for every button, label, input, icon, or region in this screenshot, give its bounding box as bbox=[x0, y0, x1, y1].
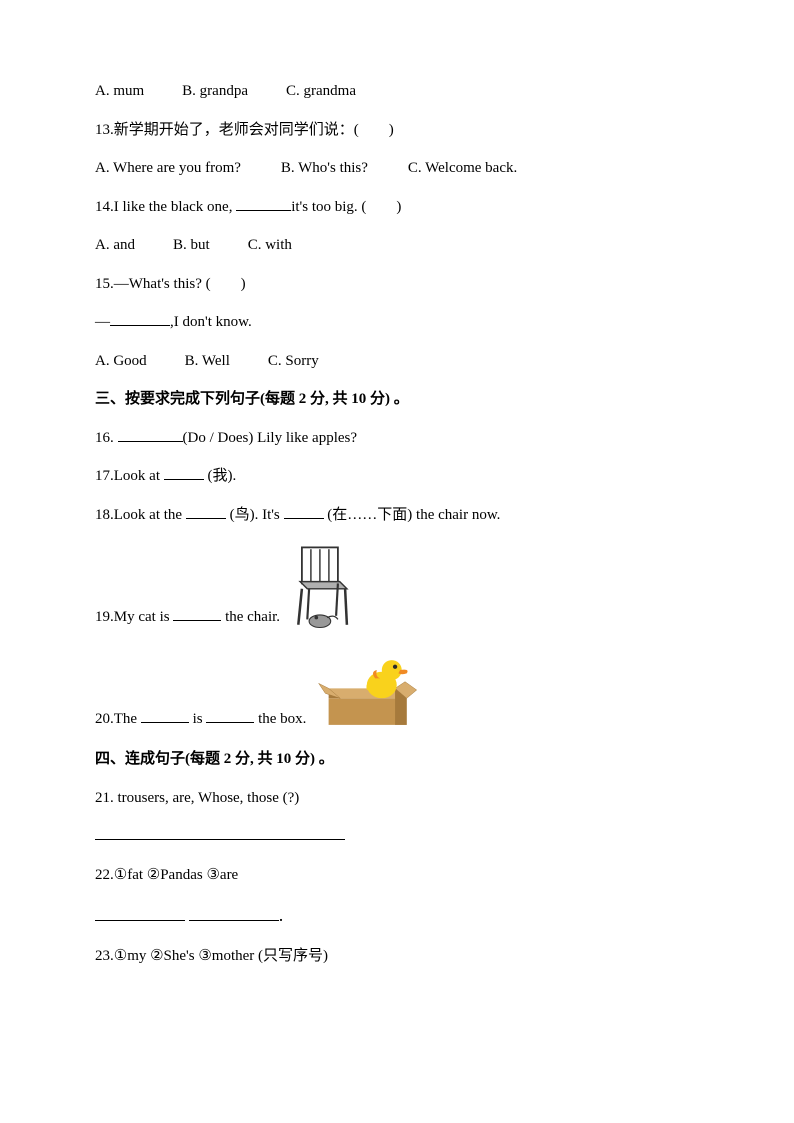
q22-blank-1[interactable] bbox=[95, 907, 185, 922]
q19-line: 19.My cat is the chair. bbox=[95, 542, 699, 632]
q19-blank[interactable] bbox=[173, 606, 221, 621]
q20-mid: is bbox=[189, 711, 207, 727]
q15-opt-a: A. Good bbox=[95, 350, 147, 373]
q22-answer: . bbox=[95, 902, 699, 929]
q14-stem: 14.I like the black one, it's too big. (… bbox=[95, 196, 699, 219]
q14-pre: 14.I like the black one, bbox=[95, 199, 236, 215]
q21: 21. trousers, are, Whose, those (?) bbox=[95, 787, 699, 810]
q14-opt-a: A. and bbox=[95, 234, 135, 257]
q15-answer-line: — ,I don't know. bbox=[95, 311, 699, 334]
q15-opt-b: B. Well bbox=[185, 350, 230, 373]
q20-blank-1[interactable] bbox=[141, 708, 189, 723]
q19-text: 19.My cat is the chair. bbox=[95, 606, 280, 633]
q14-blank[interactable] bbox=[236, 196, 291, 211]
q16: 16. (Do / Does) Lily like apples? bbox=[95, 427, 699, 450]
chair-icon bbox=[286, 542, 361, 632]
q21-answer bbox=[95, 825, 699, 848]
q13-options: A. Where are you from? B. Who's this? C.… bbox=[95, 157, 699, 180]
q16-blank[interactable] bbox=[118, 427, 183, 442]
duck-in-box-icon bbox=[312, 646, 420, 734]
q17-blank[interactable] bbox=[164, 466, 204, 481]
q19-post: the chair. bbox=[221, 609, 280, 625]
q14-post: it's too big. ( ) bbox=[291, 199, 401, 215]
q18-post: (在……下面) the chair now. bbox=[324, 507, 501, 523]
q20-pre: 20.The bbox=[95, 711, 141, 727]
q17: 17.Look at (我). bbox=[95, 465, 699, 488]
q17-pre: 17.Look at bbox=[95, 468, 164, 484]
q14-opt-c: C. with bbox=[248, 234, 292, 257]
q14-opt-b: B. but bbox=[173, 234, 210, 257]
q20-blank-2[interactable] bbox=[206, 708, 254, 723]
q15-dash: — bbox=[95, 314, 110, 330]
q16-pre: 16. bbox=[95, 430, 118, 446]
q14-options: A. and B. but C. with bbox=[95, 234, 699, 257]
q22-blank-2[interactable] bbox=[189, 907, 279, 922]
q12-options: A. mum B. grandpa C. grandma bbox=[95, 80, 699, 103]
q15-blank[interactable] bbox=[110, 312, 170, 327]
q20-post: the box. bbox=[254, 711, 306, 727]
q16-post: (Do / Does) Lily like apples? bbox=[183, 430, 358, 446]
q19-pre: 19.My cat is bbox=[95, 609, 173, 625]
q18: 18.Look at the (鸟). It's (在……下面) the cha… bbox=[95, 504, 699, 527]
q13-opt-c: C. Welcome back. bbox=[408, 157, 517, 180]
q20-line: 20.The is the box. bbox=[95, 646, 699, 734]
q12-opt-b: B. grandpa bbox=[182, 80, 248, 103]
q21-blank[interactable] bbox=[95, 826, 345, 841]
q15-opt-c: C. Sorry bbox=[268, 350, 319, 373]
q12-opt-a: A. mum bbox=[95, 80, 144, 103]
q20-text: 20.The is the box. bbox=[95, 708, 306, 735]
q13-opt-b: B. Who's this? bbox=[281, 157, 368, 180]
q15-stem: 15.—What's this? ( ) bbox=[95, 273, 699, 296]
q23: 23.①my ②She's ③mother (只写序号) bbox=[95, 945, 699, 968]
q12-opt-c: C. grandma bbox=[286, 80, 356, 103]
q22-period: . bbox=[279, 905, 284, 925]
section-4-title: 四、连成句子(每题 2 分, 共 10 分) 。 bbox=[95, 748, 699, 771]
section-3-title: 三、按要求完成下列句子(每题 2 分, 共 10 分) 。 bbox=[95, 388, 699, 411]
q17-post: (我). bbox=[204, 468, 237, 484]
q13-stem: 13.新学期开始了，老师会对同学们说：( ) bbox=[95, 119, 699, 142]
q15-options: A. Good B. Well C. Sorry bbox=[95, 350, 699, 373]
q22: 22.①fat ②Pandas ③are bbox=[95, 864, 699, 887]
q18-pre: 18.Look at the bbox=[95, 507, 186, 523]
q13-opt-a: A. Where are you from? bbox=[95, 157, 241, 180]
q15-post: ,I don't know. bbox=[170, 314, 252, 330]
q18-mid: (鸟). It's bbox=[226, 507, 284, 523]
q18-blank-2[interactable] bbox=[284, 504, 324, 519]
q18-blank-1[interactable] bbox=[186, 504, 226, 519]
